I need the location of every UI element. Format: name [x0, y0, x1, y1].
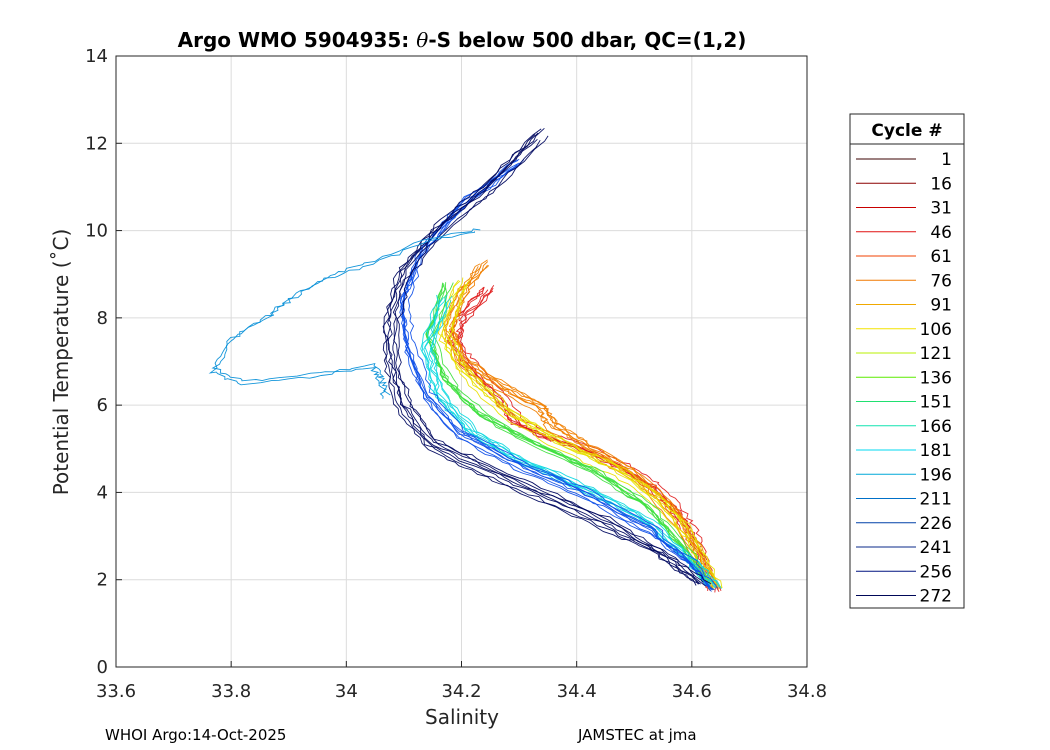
x-tick-label: 34.6 — [672, 681, 712, 702]
profile-line-yellow-profiles — [438, 286, 715, 591]
profile-line-orange-profiles — [442, 266, 709, 588]
x-tick-label: 34.8 — [787, 681, 827, 702]
x-axis-label: Salinity — [425, 705, 499, 729]
profile-line-navy-profiles — [396, 135, 712, 585]
grid-lines — [115, 55, 808, 668]
y-tick-label: 14 — [85, 46, 108, 67]
legend-label: 196 — [920, 465, 952, 485]
y-tick-label: 2 — [97, 570, 108, 591]
y-tick-label: 0 — [97, 657, 108, 678]
footer-left: WHOI Argo:14-Oct-2025 — [105, 726, 287, 744]
legend-label: 106 — [920, 320, 952, 340]
legend-label: 181 — [920, 441, 952, 461]
y-tick-label: 4 — [97, 482, 108, 503]
legend-box — [849, 113, 965, 609]
profile-line-cyan-profiles — [423, 297, 711, 588]
legend-label: 211 — [920, 490, 952, 510]
x-tick-label: 34.2 — [441, 681, 481, 702]
profile-line-navy-profiles — [382, 134, 700, 585]
legend-label: 272 — [920, 587, 952, 607]
legend-title: Cycle # — [871, 121, 942, 141]
legend-label: 241 — [920, 538, 952, 558]
x-tick-label: 33.8 — [211, 681, 251, 702]
legend-label: 61 — [930, 247, 952, 267]
axis-ticks: 33.6 33.8 34 34.2 34.4 34.6 34.8 0 2 4 6 8 10 12 14 — [85, 46, 827, 702]
legend-label: 256 — [920, 562, 952, 582]
profile-line-navy-profiles — [387, 132, 699, 585]
y-tick-label: 12 — [85, 133, 108, 154]
profile-line-cyan-profiles — [429, 295, 722, 590]
profile-line-orange-profiles — [448, 259, 718, 589]
legend-label: 31 — [930, 199, 952, 219]
profile-line-yellow-profiles — [447, 279, 723, 589]
profile-line-green-profiles — [427, 284, 710, 589]
y-tick-label: 10 — [85, 221, 108, 242]
footer-right: JAMSTEC at jma — [578, 726, 697, 744]
chart-title-suffix: -S below 500 dbar, QC=(1,2) — [428, 28, 746, 52]
legend-label: 166 — [920, 417, 952, 437]
legend-label: 151 — [920, 393, 952, 413]
legend-label: 76 — [930, 271, 952, 291]
legend-entries: 1 16 31 46 61 76 91 106 121 136 151 166 181 196 211 226… — [856, 150, 952, 607]
chart-title-prefix: Argo WMO 5904935: — [178, 28, 417, 52]
profile-line-outlier-profile — [208, 231, 476, 399]
profile-line-yellow-profiles — [444, 277, 719, 587]
legend-label: 136 — [920, 368, 952, 388]
x-tick-label: 34 — [335, 681, 358, 702]
profile-line-orange-profiles — [451, 261, 720, 589]
profile-line-green-profiles — [425, 282, 711, 588]
legend-label: 16 — [930, 174, 952, 194]
profile-line-yellow-profiles — [451, 282, 721, 588]
profile-line-green-profiles — [432, 282, 716, 589]
legend-label: 91 — [930, 296, 952, 316]
plot-series — [208, 127, 723, 593]
profile-line-navy-profiles — [392, 139, 707, 587]
profile-line-yellow-profiles — [437, 280, 711, 588]
x-tick-label: 33.6 — [96, 681, 136, 702]
chart-title: Argo WMO 5904935: θ-S below 500 dbar, QC… — [178, 28, 747, 52]
legend-label: 46 — [930, 223, 952, 243]
profile-line-navy-profiles — [382, 138, 697, 586]
legend-label: 226 — [920, 514, 952, 534]
profile-line-outlier-profile — [211, 228, 481, 396]
y-axis-label: Potential Temperature (˚C) — [49, 229, 73, 496]
legend-label: 121 — [920, 344, 952, 364]
legend-label: 1 — [941, 150, 952, 170]
y-tick-label: 8 — [97, 308, 108, 329]
chart-title-theta: θ — [416, 28, 428, 52]
profile-line-navy-profiles — [392, 127, 704, 583]
y-tick-label: 6 — [97, 395, 108, 416]
legend: Cycle # 11631466176911061211361511661811… — [849, 113, 965, 609]
profile-line-yellow-profiles — [446, 283, 723, 589]
profile-line-orange-profiles — [444, 264, 714, 590]
x-tick-label: 34.4 — [557, 681, 597, 702]
profile-line-blue-profiles — [399, 158, 715, 591]
